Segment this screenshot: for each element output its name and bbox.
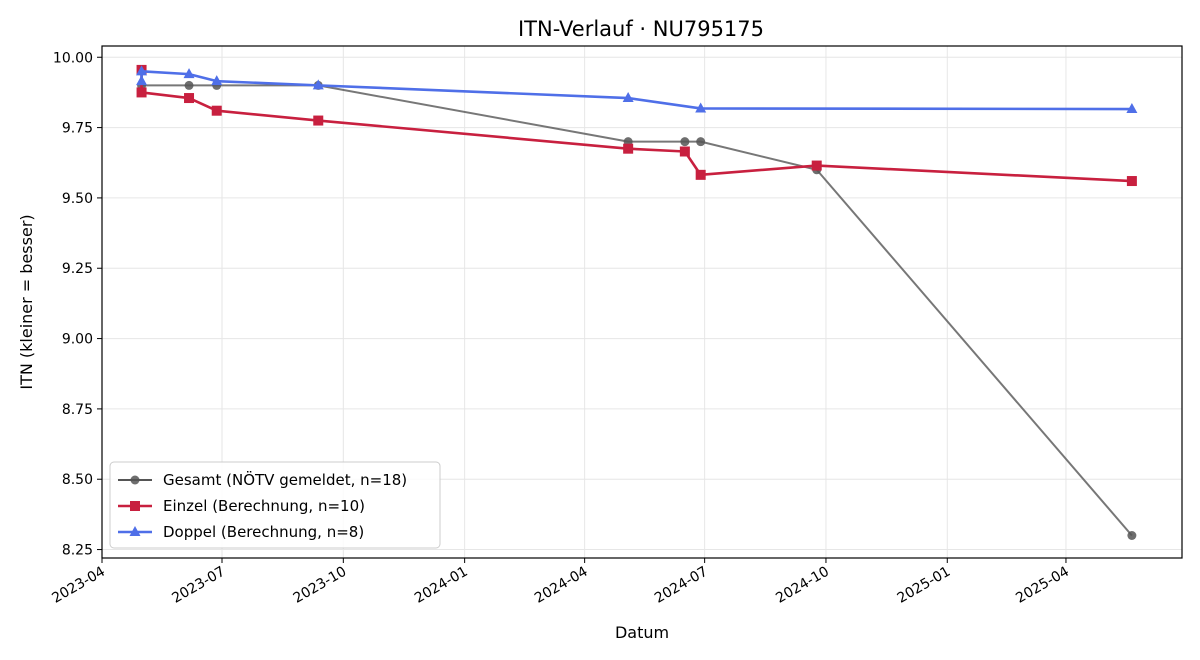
x-tick-label: 2024-07 xyxy=(652,564,711,607)
data-point-gesamt xyxy=(696,137,706,147)
data-point-doppel xyxy=(312,79,324,90)
legend-marker xyxy=(130,501,140,511)
data-point-einzel xyxy=(695,169,706,180)
data-point-doppel xyxy=(211,75,223,86)
series-line-einzel xyxy=(140,69,1132,183)
x-tick-label: 2023-10 xyxy=(291,564,350,607)
y-tick-label: 10.00 xyxy=(53,50,93,66)
series-einzel xyxy=(136,64,1137,187)
y-tick-label: 8.25 xyxy=(62,543,93,559)
legend: Gesamt (NÖTV gemeldet, n=18) Einzel (Bere… xyxy=(109,461,441,549)
y-tick-label: 8.75 xyxy=(62,402,93,418)
series-layer xyxy=(136,64,1138,540)
y-tick-label: 8.50 xyxy=(62,472,93,488)
legend-label: Einzel (Berechnung, n=10) xyxy=(163,497,365,515)
data-point-einzel xyxy=(313,115,324,126)
data-point-doppel xyxy=(136,75,148,86)
x-axis-ticks: 2023-04 2023-07 2023-10 2024-01 2024-04 2024-… xyxy=(49,558,1072,607)
y-tick-label: 9.25 xyxy=(62,261,93,277)
data-point-doppel xyxy=(695,102,707,113)
data-point-einzel xyxy=(623,143,634,154)
data-point-doppel xyxy=(136,65,148,76)
legend-marker xyxy=(130,475,140,485)
data-point-doppel xyxy=(183,68,195,79)
legend-label: Doppel (Berechnung, n=8) xyxy=(163,523,364,541)
legend-label: Gesamt (NÖTV gemeldet, n=18) xyxy=(163,470,407,489)
x-axis-label: Datum xyxy=(615,623,669,642)
y-axis-ticks: 8.25 8.50 8.75 9.00 9.25 9.50 9.75 10.00 xyxy=(53,50,102,559)
data-point-einzel xyxy=(1126,176,1137,187)
legend-item-einzel: Einzel (Berechnung, n=10) xyxy=(118,497,365,515)
data-point-einzel xyxy=(679,146,690,157)
data-point-gesamt xyxy=(184,80,194,90)
data-point-gesamt xyxy=(1127,530,1137,540)
data-point-einzel xyxy=(136,87,147,98)
data-point-gesamt xyxy=(680,137,690,147)
x-tick-label: 2023-07 xyxy=(169,564,228,607)
data-point-einzel xyxy=(211,105,222,116)
x-tick-label: 2024-10 xyxy=(773,564,832,607)
y-axis-label: ITN (kleiner = besser) xyxy=(17,214,36,389)
legend-box xyxy=(109,461,441,549)
legend-item-gesamt: Gesamt (NÖTV gemeldet, n=18) xyxy=(118,470,407,489)
x-tick-label: 2025-01 xyxy=(895,564,954,607)
y-tick-label: 9.50 xyxy=(62,191,93,207)
y-tick-label: 9.75 xyxy=(62,121,93,137)
data-point-einzel xyxy=(811,160,822,171)
x-tick-label: 2024-04 xyxy=(532,564,591,607)
legend-marker xyxy=(129,526,141,536)
chart-title: ITN-Verlauf · NU795175 xyxy=(518,17,764,41)
x-tick-label: 2024-01 xyxy=(412,564,471,607)
y-tick-label: 9.00 xyxy=(62,332,93,348)
data-point-doppel xyxy=(1126,103,1138,114)
legend-item-doppel: Doppel (Berechnung, n=8) xyxy=(118,523,364,541)
series-line-doppel xyxy=(140,70,1132,111)
data-point-doppel xyxy=(622,92,634,103)
plot-frame xyxy=(101,45,1183,559)
x-tick-label: 2025-04 xyxy=(1013,564,1072,607)
data-point-einzel xyxy=(184,93,195,104)
x-tick-label: 2023-04 xyxy=(49,564,108,607)
series-doppel xyxy=(136,65,1138,114)
